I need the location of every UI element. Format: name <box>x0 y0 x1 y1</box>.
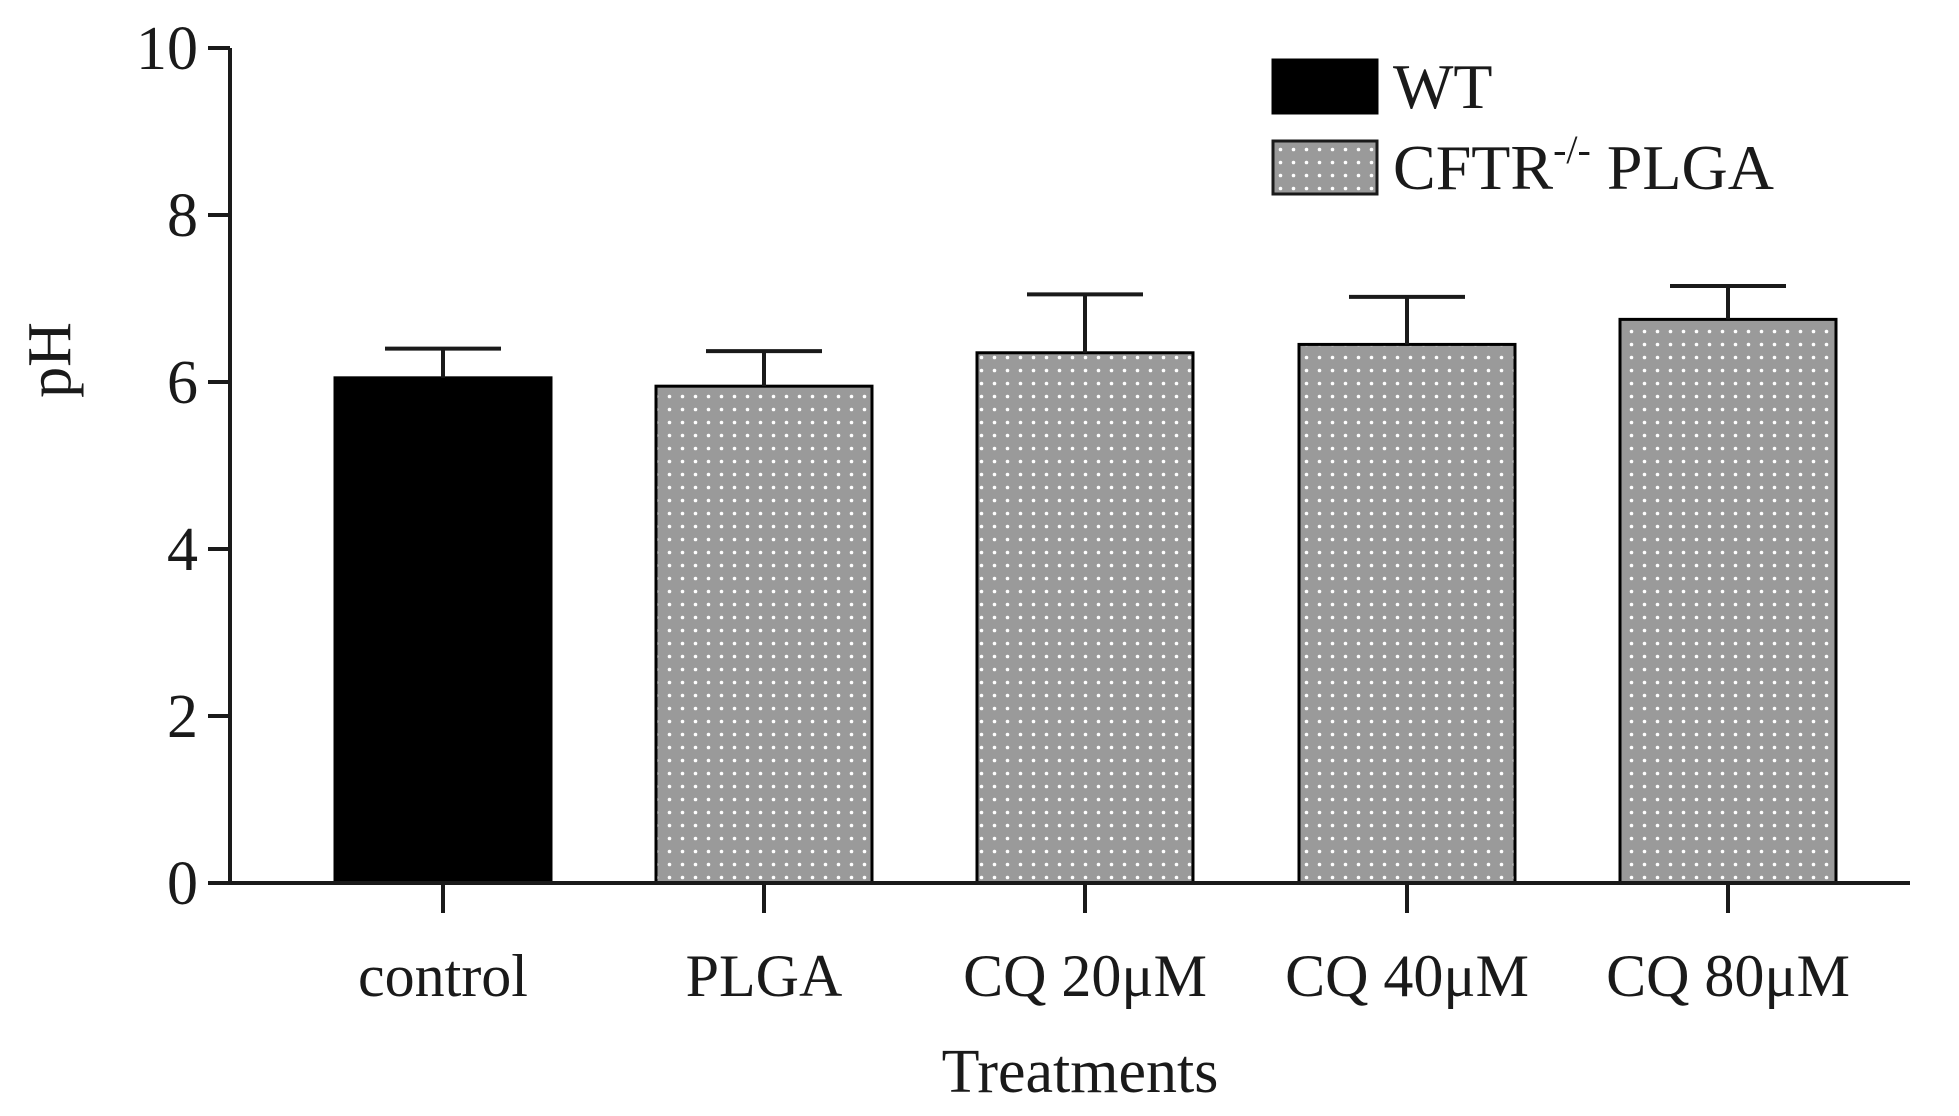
legend-label-cftr-superscript: -/- <box>1553 127 1591 172</box>
legend-label-wt: WT <box>1393 51 1493 122</box>
bar-4 <box>1297 342 1517 885</box>
legend-swatch-wt <box>1271 58 1379 115</box>
bar-2 <box>654 384 874 885</box>
x-axis-title: Treatments <box>942 1038 1219 1106</box>
y-tick-label-10: 10 <box>136 15 198 83</box>
y-tick-label-8: 8 <box>167 182 198 250</box>
x-tick-label-3: CQ 20μM <box>963 943 1207 1009</box>
y-ticks-group: 0 2 4 6 8 10 <box>136 15 230 918</box>
bar-5 <box>1618 317 1838 885</box>
y-axis-title: pH <box>16 322 84 398</box>
legend-label-cftr-rest: PLGA <box>1591 132 1774 203</box>
y-tick-label-0: 0 <box>167 850 198 918</box>
legend: WT CFTR-/- PLGA <box>1271 51 1774 203</box>
x-ticks-group: control PLGA CQ 20μM CQ 40μM CQ 80μM <box>358 883 1850 1009</box>
x-tick-label-5: CQ 80μM <box>1606 943 1850 1009</box>
bar-3 <box>975 351 1195 885</box>
plot-area: 0 2 4 6 8 10 control PLGA CQ 20μM CQ 40μM CQ 80μM <box>136 15 1910 1009</box>
error-bars-group <box>385 283 1786 387</box>
y-tick-label-6: 6 <box>167 349 198 417</box>
x-tick-label-4: CQ 40μM <box>1285 943 1529 1009</box>
y-tick-label-4: 4 <box>167 516 198 584</box>
legend-label-cftr: CFTR-/- PLGA <box>1393 127 1774 203</box>
legend-swatch-cftr <box>1271 139 1379 196</box>
bar-1 <box>333 376 553 885</box>
x-tick-label-2: PLGA <box>686 943 843 1009</box>
legend-label-cftr-main: CFTR <box>1393 132 1553 203</box>
y-tick-label-2: 2 <box>167 683 198 751</box>
x-tick-label-1: control <box>358 943 528 1009</box>
bars-group <box>333 317 1838 885</box>
